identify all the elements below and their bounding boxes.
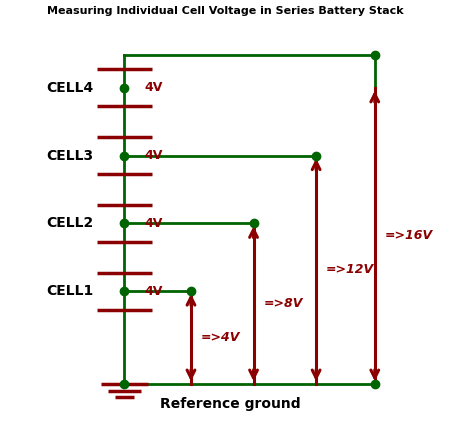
Text: =>12V: =>12V	[326, 263, 374, 276]
Text: =>16V: =>16V	[385, 230, 432, 243]
Text: Measuring Individual Cell Voltage in Series Battery Stack: Measuring Individual Cell Voltage in Ser…	[47, 6, 403, 16]
Text: 4V: 4V	[144, 285, 162, 298]
Text: Reference ground: Reference ground	[160, 397, 301, 411]
Text: 4V: 4V	[144, 81, 162, 95]
Text: 4V: 4V	[144, 217, 162, 230]
Text: =>4V: =>4V	[201, 331, 240, 344]
Text: CELL2: CELL2	[46, 216, 94, 230]
Text: 4V: 4V	[144, 149, 162, 162]
Text: CELL1: CELL1	[46, 284, 94, 298]
Text: CELL3: CELL3	[46, 149, 94, 163]
Text: =>8V: =>8V	[263, 297, 303, 310]
Text: CELL4: CELL4	[46, 81, 94, 95]
